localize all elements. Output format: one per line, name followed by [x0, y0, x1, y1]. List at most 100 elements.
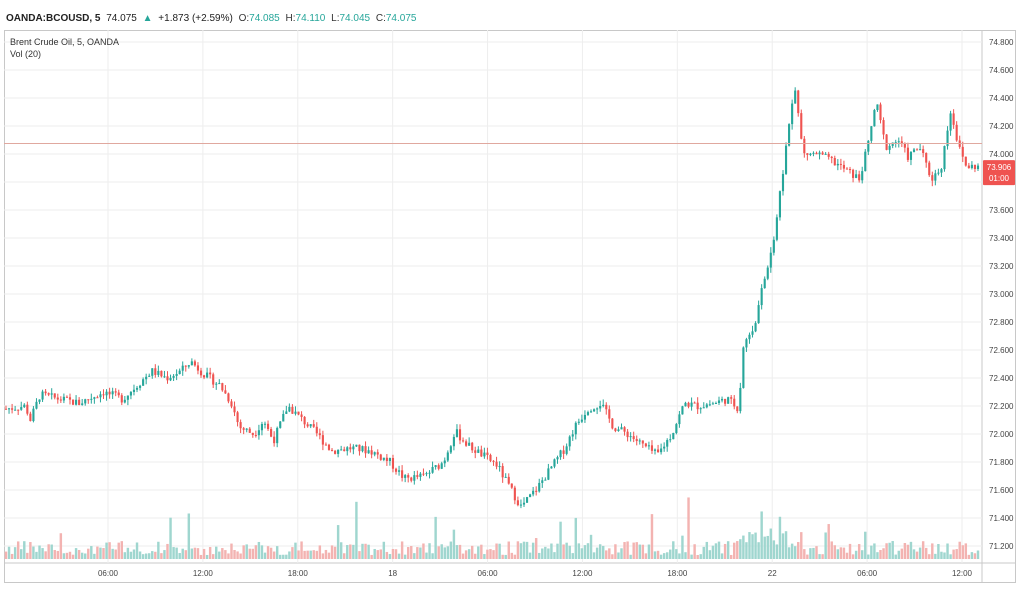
candle-body	[858, 174, 861, 181]
volume-bar	[151, 551, 154, 559]
volume-bar	[166, 543, 169, 559]
volume-bar	[623, 542, 626, 559]
y-tick-label: 73.200	[989, 262, 1014, 271]
volume-bar	[245, 544, 248, 559]
candle-body	[836, 163, 839, 166]
high-label: H:	[285, 13, 296, 24]
volume-bar	[406, 547, 410, 559]
volume-bar	[413, 553, 416, 559]
volume-bar	[605, 550, 608, 559]
volume-bar	[16, 541, 20, 559]
volume-bar	[68, 551, 72, 559]
candle-body	[727, 397, 730, 404]
volume-bar	[681, 535, 684, 559]
volume-bar	[498, 543, 501, 559]
candle-body	[477, 449, 480, 453]
y-tick-label: 74.200	[989, 122, 1014, 131]
candle-body	[824, 153, 827, 155]
volume-bar	[848, 543, 852, 559]
volume-bar	[455, 545, 459, 559]
volume-bar	[163, 550, 166, 559]
candle-body	[532, 490, 535, 495]
volume-bar	[626, 541, 629, 559]
volume-bar	[745, 542, 748, 559]
volume-bar	[836, 549, 840, 559]
candle-body	[815, 152, 818, 155]
candle-body	[538, 482, 541, 492]
volume-bar	[882, 548, 885, 559]
candle-body	[53, 393, 56, 398]
candle-body	[373, 452, 376, 455]
price-chart[interactable]: 74.80074.60074.40074.20074.00073.80073.6…	[4, 30, 1016, 583]
candle-body	[291, 406, 294, 414]
series-title[interactable]: Brent Crude Oil, 5, OANDA	[10, 37, 120, 47]
symbol-label[interactable]: OANDA:BCOUSD, 5	[6, 13, 101, 24]
change-value: +1.873 (+2.59%)	[158, 13, 233, 24]
candle-body	[285, 411, 288, 414]
candle-body	[266, 423, 270, 430]
volume-bar	[860, 550, 864, 559]
volume-bar	[507, 541, 510, 559]
volume-bar	[586, 543, 590, 559]
volume-bar	[400, 541, 404, 559]
candle-body	[885, 134, 888, 150]
volume-bar	[924, 547, 928, 559]
candle-body	[778, 191, 782, 218]
volume-bar	[800, 532, 803, 559]
candle-body	[440, 463, 443, 469]
volume-bar	[71, 554, 75, 559]
candle-body	[742, 347, 745, 388]
candle-body	[833, 157, 836, 166]
volume-bar	[864, 531, 867, 559]
volume-bar	[723, 543, 727, 559]
y-tick-label: 73.400	[989, 234, 1014, 243]
volume-bar	[62, 553, 66, 559]
volume-bar	[144, 553, 148, 559]
candle-body	[976, 165, 980, 170]
candle-body	[516, 500, 519, 506]
y-tick-label: 74.400	[989, 94, 1014, 103]
candle-body	[431, 466, 434, 473]
volume-bar	[720, 553, 724, 559]
candle-body	[922, 149, 925, 154]
candle-body	[736, 406, 739, 412]
volume-bar	[333, 546, 337, 559]
volume-bar	[269, 547, 273, 559]
volume-bar	[260, 545, 264, 559]
volume-bar	[492, 550, 495, 559]
volume-bar	[815, 546, 818, 559]
candle-body	[961, 146, 964, 157]
volume-bar	[644, 553, 648, 559]
volume-title[interactable]: Vol (20)	[10, 49, 42, 59]
volume-bar	[690, 554, 693, 559]
y-tick-label: 71.200	[989, 542, 1014, 551]
candle-body	[842, 164, 845, 169]
volume-bar	[288, 551, 291, 559]
candle-body	[873, 110, 876, 127]
candle-body	[294, 411, 297, 414]
candle-body	[513, 487, 516, 501]
volume-bar	[4, 551, 8, 559]
volume-bar	[937, 544, 940, 559]
volume-bar	[827, 524, 830, 559]
volume-bar	[254, 545, 258, 559]
volume-bar	[175, 547, 178, 559]
volume-bar	[221, 548, 224, 559]
volume-bar	[693, 544, 696, 559]
candle-body	[943, 146, 946, 170]
volume-bar	[946, 543, 949, 559]
candle-body	[602, 404, 605, 406]
volume-bar	[699, 554, 702, 559]
candle-body	[931, 175, 934, 181]
candle-body	[529, 494, 532, 498]
x-tick-label: 06:00	[857, 569, 878, 578]
volume-bar	[300, 541, 303, 559]
volume-bar	[251, 548, 255, 559]
volume-bar	[845, 552, 849, 559]
candle-body	[337, 449, 340, 454]
candle-body	[870, 126, 873, 141]
chart-area[interactable]: 74.80074.60074.40074.20074.00073.80073.6…	[4, 30, 1016, 583]
volume-bar	[912, 549, 916, 559]
candle-body	[199, 370, 203, 376]
volume-bar	[793, 546, 797, 559]
